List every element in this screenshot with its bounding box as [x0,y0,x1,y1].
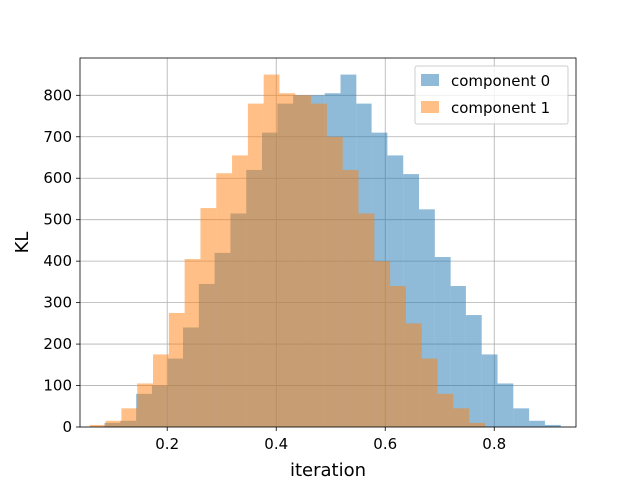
histogram-bar [311,103,327,427]
histogram-bar [216,173,233,427]
y-axis-label: KL [12,232,33,254]
histogram-bar [184,259,201,427]
y-tick-label: 700 [43,128,72,146]
legend-swatch-component-0 [421,74,439,86]
legend-swatch-component-1 [421,101,439,113]
histogram-bar [153,354,169,427]
histogram-bar [434,257,451,427]
histogram-bar [200,208,217,427]
histogram-bar [247,103,264,427]
histogram-bar [121,408,138,427]
y-axis-ticks: 0 100 200 300 400 500 600 700 800 [43,86,80,436]
x-tick-label: 0.8 [482,435,506,453]
y-tick-label: 600 [43,169,72,187]
x-tick-label: 0.4 [264,435,288,453]
histogram-bar [137,383,154,427]
histogram-bar [279,93,296,427]
histogram-bar [374,261,391,427]
histogram-bar [89,424,106,427]
histogram-bar [358,213,375,427]
y-tick-label: 0 [62,418,72,436]
legend-label-component-1: component 1 [451,99,550,117]
series-component-1 [89,74,485,428]
legend-label-component-0: component 0 [451,72,550,90]
histogram-bar [497,383,514,427]
histogram-bar [390,286,406,427]
y-tick-label: 300 [43,294,72,312]
y-tick-label: 400 [43,252,72,270]
histogram-bar [450,286,466,427]
y-tick-label: 200 [43,335,72,353]
histogram-bar [295,95,312,427]
histogram-bar [465,315,482,427]
x-tick-label: 0.2 [155,435,179,453]
x-axis-label: iteration [290,460,366,480]
x-tick-label: 0.6 [373,435,397,453]
plot-frame [79,57,577,428]
histogram-bar [421,358,438,427]
histogram-bar [232,155,248,427]
legend: component 0 component 1 [414,65,569,125]
y-tick-label: 800 [43,86,72,104]
histogram-bar [342,169,359,427]
histogram-bar [168,312,185,427]
histogram-bar [481,354,498,427]
histogram-bar [544,424,561,427]
histogram-bar [326,136,343,428]
histogram-bar [513,408,530,427]
histogram-bar [437,393,454,427]
x-axis-ticks: 0.2 0.4 0.6 0.8 [155,427,506,453]
histogram-bar [105,420,122,427]
y-tick-label: 500 [43,211,72,229]
y-tick-label: 100 [43,377,72,395]
histogram-bar [469,422,485,427]
histogram-bar [405,323,422,427]
histogram-bar [263,74,280,428]
histogram-bar [529,420,545,427]
legend-box [414,65,569,125]
histogram-bar [453,408,470,427]
